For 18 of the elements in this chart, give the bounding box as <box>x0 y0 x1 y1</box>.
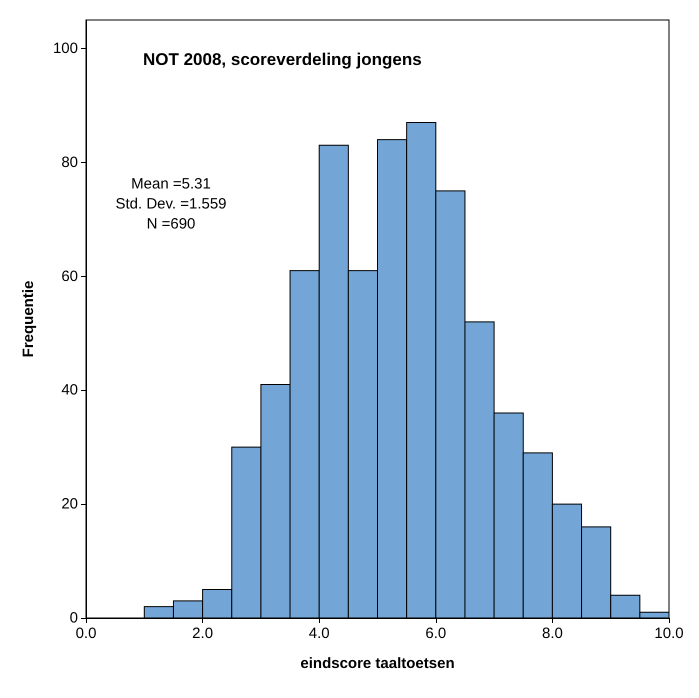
x-tick-label: 6.0 <box>425 625 446 642</box>
annotation: N =690 <box>146 216 196 232</box>
y-tick-label: 20 <box>61 496 78 513</box>
y-tick-label: 80 <box>61 154 78 171</box>
y-axis-title: Frequentie <box>20 280 37 358</box>
text: NOT 2008, scoreverdeling jongens <box>143 50 422 69</box>
x-tick-label: 2.0 <box>192 625 214 642</box>
annotation: Mean =5.31 <box>131 176 211 192</box>
x-tick-label: 10.0 <box>654 625 684 642</box>
y-tick-label: 60 <box>61 268 78 285</box>
x-tick-label: 0.0 <box>76 625 96 642</box>
y-tick-label: 100 <box>52 40 78 57</box>
x-tick-label: 4.0 <box>308 625 330 642</box>
y-tick-label: 0 <box>70 610 78 626</box>
x-axis-title: eindscore taaltoetsen <box>300 655 455 672</box>
x-tick-label: 8.0 <box>542 625 563 642</box>
annotation: Std. Dev. =1.559 <box>115 196 227 212</box>
y-tick-label: 40 <box>61 382 78 399</box>
